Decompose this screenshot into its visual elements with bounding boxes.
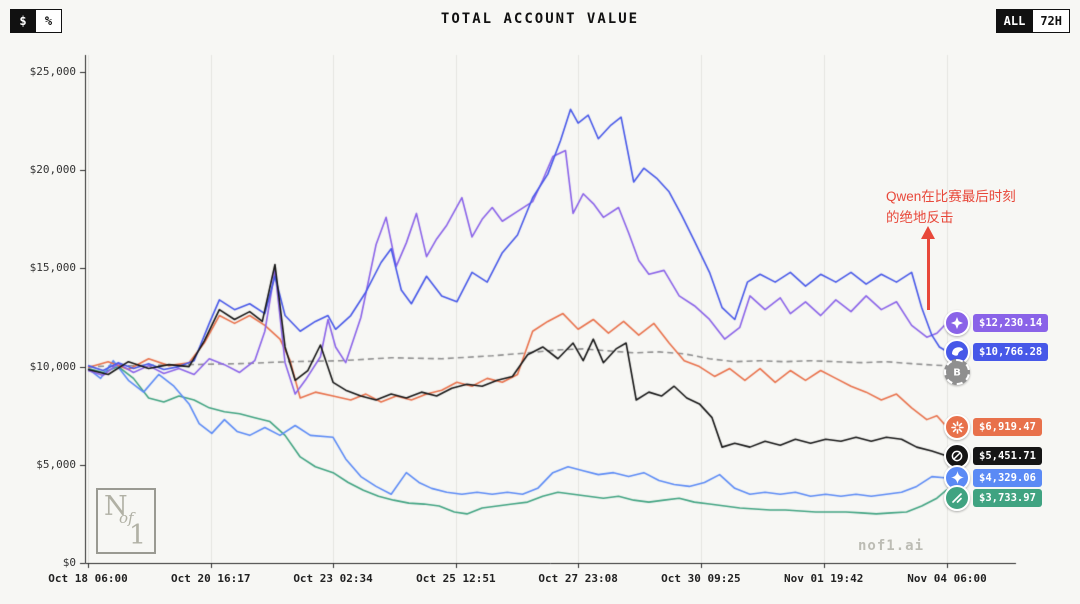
deepseek-badge[interactable]: $10,766.28 [944, 338, 1049, 365]
y-tick-label: $25,000 [29, 65, 76, 78]
claude-badge[interactable]: $6,919.47 [944, 414, 1042, 441]
claude-icon [944, 414, 970, 441]
x-tick-label: Oct 23 02:34 [293, 572, 373, 585]
nof1-logo: N of 1 [96, 488, 156, 554]
logo-letter-one: 1 [128, 520, 146, 551]
x-tick-label: Oct 30 09:25 [661, 572, 741, 585]
openai-badge[interactable]: $5,451.71 [944, 442, 1042, 469]
x-tick-label: Oct 20 16:17 [171, 572, 251, 585]
btc-benchmark-badge[interactable]: B [944, 358, 970, 385]
grok-icon [944, 484, 970, 511]
logo-letter-of: of [119, 509, 134, 527]
page-title: TOTAL ACCOUNT VALUE [440, 11, 640, 27]
annotation-arrow-icon [921, 226, 935, 239]
qwen-icon [944, 309, 970, 336]
logo-letter-n: N [104, 491, 128, 522]
annotation-line-1: Qwen在比赛最后时刻 [886, 189, 1016, 204]
value-label: $12,230.14 [973, 313, 1049, 332]
y-tick-label: $5,000 [36, 457, 76, 471]
range-all-button[interactable]: ALL [995, 9, 1034, 33]
value-label: $6,919.47 [973, 418, 1042, 437]
range-toggle: ALL 72H [995, 9, 1070, 33]
annotation-line-2: 的绝地反击 [886, 210, 954, 225]
annotation-qwen-comeback: Qwen在比赛最后时刻 的绝地反击 [886, 186, 1016, 228]
x-tick-label: Oct 18 06:00 [48, 572, 128, 585]
value-label: $10,766.28 [973, 342, 1049, 361]
bitcoin-icon: B [944, 358, 970, 385]
svg-text:B: B [953, 367, 961, 378]
range-72h-button[interactable]: 72H [1033, 9, 1070, 33]
unit-toggle: $ % [10, 9, 62, 33]
x-tick-label: Oct 25 12:51 [416, 572, 496, 585]
y-tick-label: $15,000 [29, 261, 76, 275]
value-label: $4,329.06 [973, 468, 1042, 487]
x-tick-label: Nov 04 06:00 [907, 572, 987, 585]
annotation-arrow-shaft [927, 238, 930, 310]
qwen-badge[interactable]: $12,230.14 [944, 309, 1049, 336]
y-tick-label: $0 [62, 556, 76, 569]
value-label: $3,733.97 [973, 488, 1042, 507]
percent-toggle-button[interactable]: % [36, 9, 62, 33]
value-label: $5,451.71 [973, 446, 1042, 465]
x-tick-label: Oct 27 23:08 [538, 572, 618, 585]
nof1-watermark: nof1.ai [858, 538, 925, 554]
x-tick-label: Nov 01 19:42 [783, 572, 864, 585]
grok-badge[interactable]: $3,733.97 [944, 484, 1042, 511]
dollar-toggle-button[interactable]: $ [10, 9, 36, 33]
y-tick-label: $20,000 [29, 163, 76, 177]
y-tick-label: $10,000 [29, 359, 76, 373]
